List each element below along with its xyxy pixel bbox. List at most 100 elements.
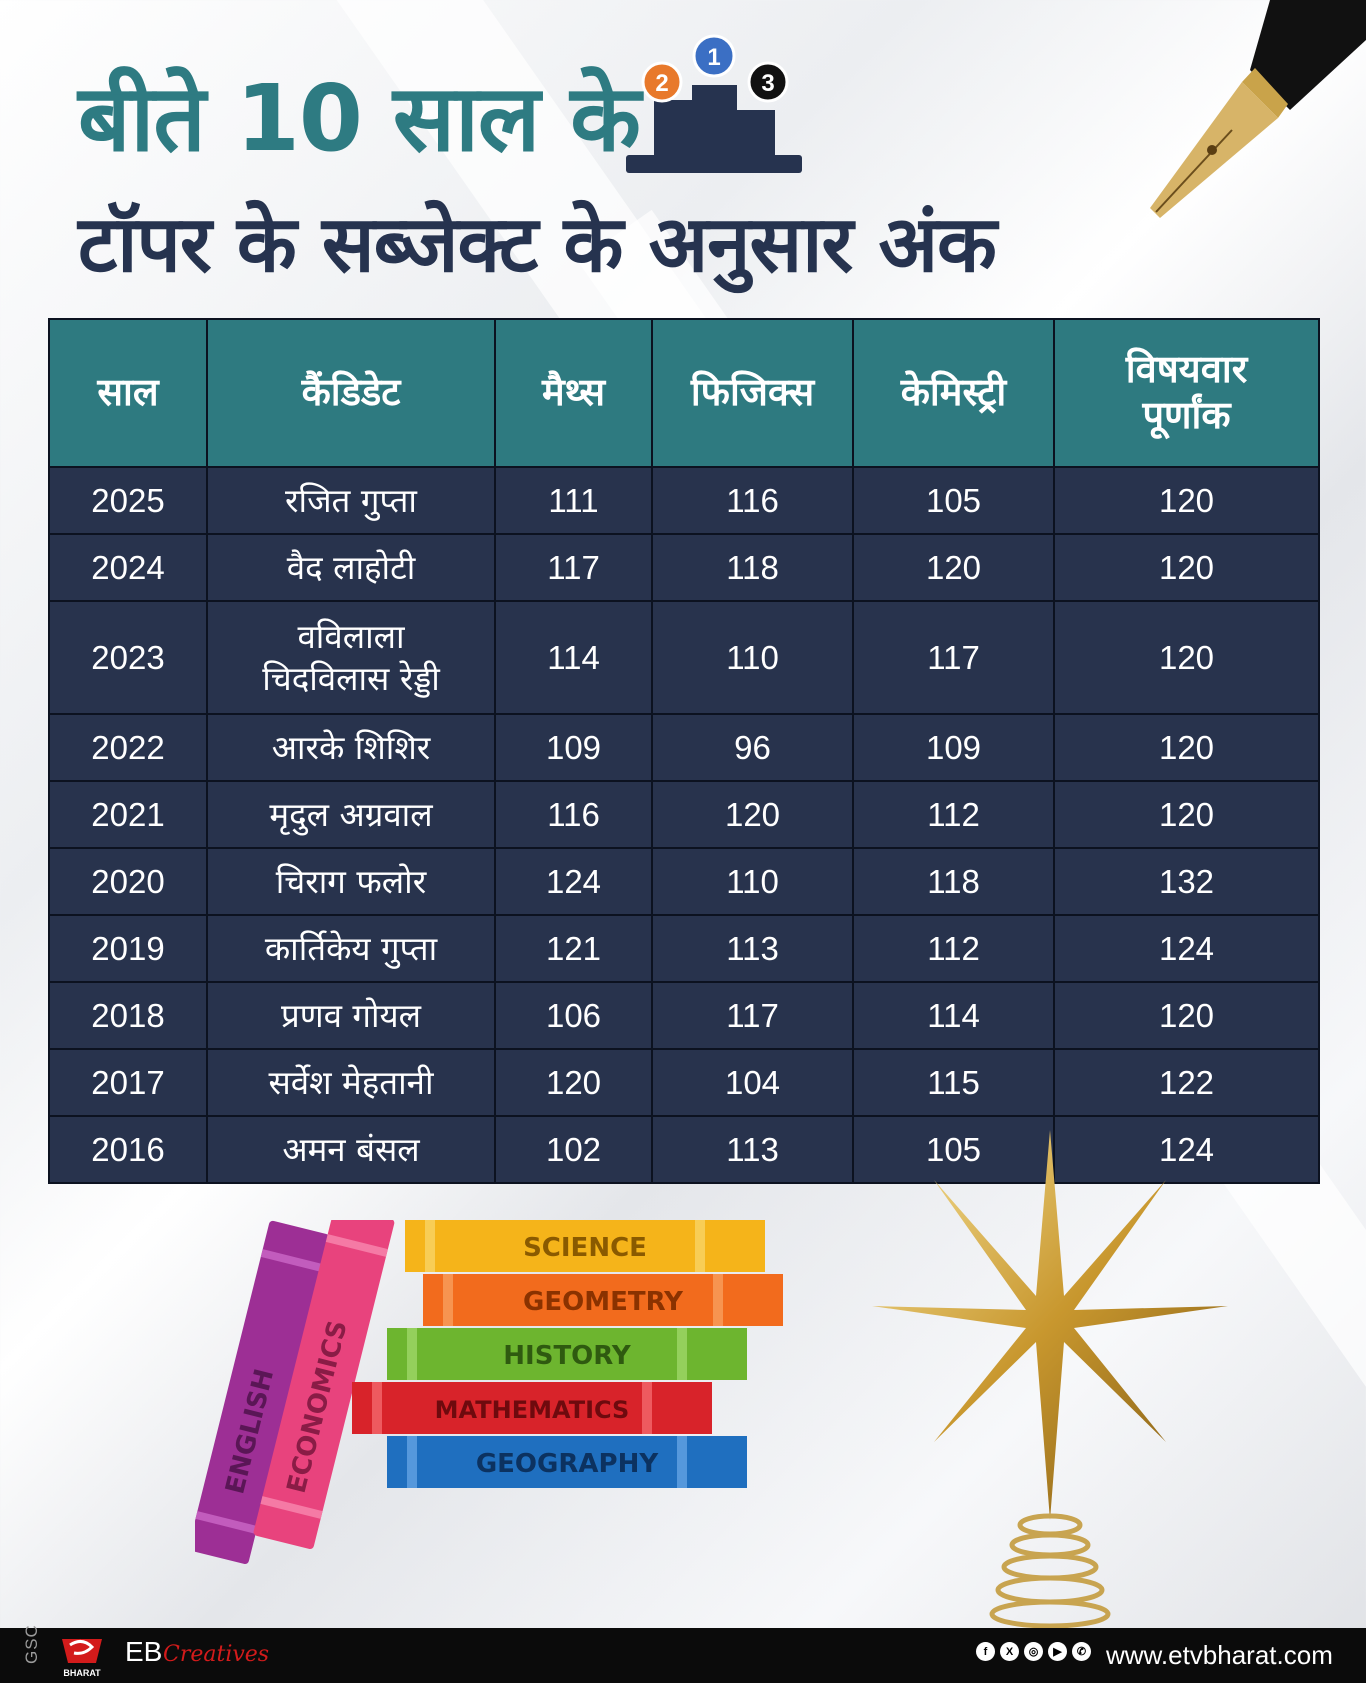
- candidate-name: सर्वेश मेहतानी: [268, 1062, 434, 1102]
- header-candidate: कैंडिडेट: [206, 318, 496, 468]
- cell-chemistry: 120: [852, 533, 1055, 602]
- cell-maths: 106: [494, 981, 653, 1050]
- cell-candidate: अमन बंसल: [206, 1115, 496, 1184]
- cell-candidate: सर्वेश मेहतानी: [206, 1048, 496, 1117]
- cell-chemistry: 117: [852, 600, 1055, 715]
- candidate-name: कार्तिकेय गुप्ता: [264, 928, 438, 968]
- cell-subject-total: 120: [1053, 780, 1320, 849]
- table-row: 2025 रजित गुप्ता 111 116 105 120: [48, 466, 1320, 535]
- cell-maths: 124: [494, 847, 653, 916]
- cell-chemistry: 115: [852, 1048, 1055, 1117]
- table-row: 2017 सर्वेश मेहतानी 120 104 115 122: [48, 1048, 1320, 1117]
- cell-maths: 117: [494, 533, 653, 602]
- cell-subject-total: 120: [1053, 600, 1320, 715]
- cell-physics: 118: [651, 533, 854, 602]
- cell-subject-total: 120: [1053, 466, 1320, 535]
- podium-icon: 2 1 3: [626, 34, 802, 173]
- cell-candidate: वैद लाहोटी: [206, 533, 496, 602]
- table-header-row: साल कैंडिडेट मैथ्स फिजिक्स केमिस्ट्री वि…: [48, 318, 1320, 468]
- cell-subject-total: 120: [1053, 533, 1320, 602]
- youtube-icon[interactable]: ▶: [1048, 1642, 1067, 1661]
- cell-candidate: वविलाला चिदविलास रेड्डी: [206, 600, 496, 715]
- header-subject-total: विषयवार पूर्णांक: [1053, 318, 1320, 468]
- whatsapp-icon[interactable]: ✆: [1072, 1642, 1091, 1661]
- candidate-name: प्रणव गोयल: [280, 995, 422, 1035]
- cell-year: 2020: [48, 847, 208, 916]
- table-row: 2024 वैद लाहोटी 117 118 120 120: [48, 533, 1320, 602]
- cell-maths: 111: [494, 466, 653, 535]
- header-total-line-2: पूर्णांक: [1142, 393, 1231, 437]
- header-year: साल: [48, 318, 208, 468]
- cell-candidate: आरके शिशिर: [206, 713, 496, 782]
- candidate-name-line-2: चिदविलास रेड्डी: [262, 658, 440, 698]
- cell-subject-total: 124: [1053, 1115, 1320, 1184]
- podium-rank-1: 1: [707, 44, 720, 71]
- cell-year: 2017: [48, 1048, 208, 1117]
- cell-chemistry: 109: [852, 713, 1055, 782]
- candidate-name: रजित गुप्ता: [285, 480, 417, 520]
- header-chemistry: केमिस्ट्री: [852, 318, 1055, 468]
- cell-maths: 116: [494, 780, 653, 849]
- facebook-icon[interactable]: f: [976, 1642, 995, 1661]
- etv-bharat-logo: BHARAT: [62, 1639, 102, 1678]
- cell-physics: 120: [651, 780, 854, 849]
- cell-physics: 116: [651, 466, 854, 535]
- cell-year: 2018: [48, 981, 208, 1050]
- table-row: 2018 प्रणव गोयल 106 117 114 120: [48, 981, 1320, 1050]
- cell-chemistry: 112: [852, 780, 1055, 849]
- cell-chemistry: 112: [852, 914, 1055, 983]
- cell-subject-total: 120: [1053, 981, 1320, 1050]
- podium-rank-3: 3: [761, 70, 774, 97]
- cell-candidate: चिराग फलोर: [206, 847, 496, 916]
- cell-candidate: प्रणव गोयल: [206, 981, 496, 1050]
- table-row: 2023 वविलाला चिदविलास रेड्डी 114 110 117 120: [48, 600, 1320, 715]
- footer-creatives-text: Creatives: [163, 1642, 270, 1667]
- cell-physics: 113: [651, 914, 854, 983]
- footer-side-text: GSC: [22, 1624, 41, 1664]
- table-row: 2016 अमन बंसल 102 113 105 124: [48, 1115, 1320, 1184]
- footer-bar: GSC BHARAT EB Creatives f X ◎ ▶ ✆ www.et…: [0, 1624, 1366, 1683]
- candidate-name: अमन बंसल: [282, 1129, 420, 1169]
- cell-physics: 96: [651, 713, 854, 782]
- title-line-1: बीते 10 साल के: [78, 65, 641, 172]
- title-line-2: टॉपर के सब्जेक्ट के अनुसार अंक: [78, 200, 997, 290]
- table-row: 2022 आरके शिशिर 109 96 109 120: [48, 713, 1320, 782]
- cell-maths: 109: [494, 713, 653, 782]
- cell-year: 2016: [48, 1115, 208, 1184]
- cell-subject-total: 132: [1053, 847, 1320, 916]
- header-maths: मैथ्स: [494, 318, 653, 468]
- instagram-icon[interactable]: ◎: [1024, 1642, 1043, 1661]
- candidate-name: मृदुल अग्रवाल: [269, 794, 433, 834]
- cell-maths: 102: [494, 1115, 653, 1184]
- cell-year: 2022: [48, 713, 208, 782]
- header-total-line-1: विषयवार: [1125, 347, 1248, 392]
- book-geography-label: GEOGRAPHY: [476, 1449, 660, 1479]
- candidate-name: वविलाला: [297, 617, 405, 657]
- candidate-name: चिराग फलोर: [275, 861, 427, 901]
- book-mathematics-label: MATHEMATICS: [435, 1396, 630, 1424]
- podium-rank-2: 2: [655, 70, 668, 97]
- header-physics: फिजिक्स: [651, 318, 854, 468]
- cell-maths: 114: [494, 600, 653, 715]
- cell-year: 2025: [48, 466, 208, 535]
- cell-chemistry: 105: [852, 1115, 1055, 1184]
- cell-maths: 120: [494, 1048, 653, 1117]
- candidate-name: आरके शिशिर: [271, 727, 431, 767]
- cell-chemistry: 118: [852, 847, 1055, 916]
- cell-subject-total: 124: [1053, 914, 1320, 983]
- website-link[interactable]: www.etvbharat.com: [1106, 1640, 1333, 1670]
- cell-year: 2021: [48, 780, 208, 849]
- social-icons: f X ◎ ▶ ✆: [976, 1642, 1091, 1661]
- book-history-label: HISTORY: [503, 1341, 632, 1371]
- book-science-label: SCIENCE: [523, 1233, 647, 1263]
- cell-chemistry: 114: [852, 981, 1055, 1050]
- x-icon[interactable]: X: [1000, 1642, 1019, 1661]
- cell-physics: 110: [651, 600, 854, 715]
- cell-candidate: मृदुल अग्रवाल: [206, 780, 496, 849]
- fountain-pen-image: [1150, 0, 1366, 218]
- cell-year: 2024: [48, 533, 208, 602]
- cell-physics: 110: [651, 847, 854, 916]
- cell-maths: 121: [494, 914, 653, 983]
- logo-text: BHARAT: [63, 1668, 101, 1678]
- cell-physics: 117: [651, 981, 854, 1050]
